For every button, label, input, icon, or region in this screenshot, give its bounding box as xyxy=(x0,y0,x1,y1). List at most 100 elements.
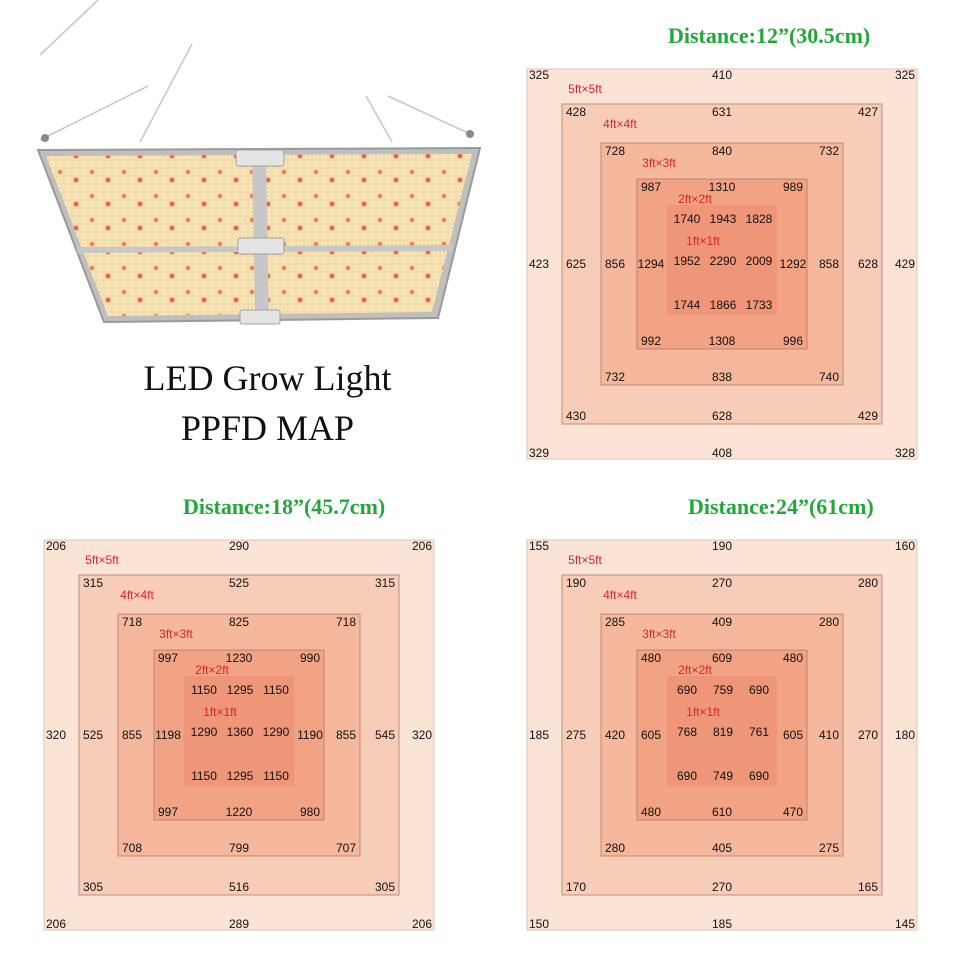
ppfd-value: 990 xyxy=(300,651,320,665)
ppfd-value: 840 xyxy=(712,144,732,158)
ppfd-value: 328 xyxy=(895,446,915,460)
ppfd-value: 525 xyxy=(229,576,249,590)
ppfd-value: 206 xyxy=(412,539,432,553)
ppfd-value: 525 xyxy=(83,728,103,742)
zone-label: 3ft×3ft xyxy=(159,627,193,641)
ppfd-value: 320 xyxy=(46,728,66,742)
ppfd-value: 708 xyxy=(122,841,142,855)
ppfd-value-core: 1943 xyxy=(710,212,737,226)
ppfd-value-core: 1952 xyxy=(674,254,701,268)
zone-label: 2ft×2ft xyxy=(678,192,712,206)
ppfd-value: 718 xyxy=(336,615,356,629)
zone-label: 1ft×1ft xyxy=(686,705,720,719)
zone-label: 4ft×4ft xyxy=(120,588,154,602)
ppfd-value: 997 xyxy=(158,651,178,665)
ppfd-value: 1220 xyxy=(226,805,253,819)
zone-label: 5ft×5ft xyxy=(568,82,602,96)
ppfd-value: 992 xyxy=(641,334,661,348)
ppfd-value: 855 xyxy=(336,728,356,742)
ppfd-value: 180 xyxy=(895,728,915,742)
ppfd-value: 160 xyxy=(895,539,915,553)
ppfd-value: 190 xyxy=(712,539,732,553)
ppfd-value-core: 749 xyxy=(713,769,733,783)
ppfd-value: 315 xyxy=(375,576,395,590)
ppfd-value: 996 xyxy=(783,334,803,348)
ppfd-value: 145 xyxy=(895,917,915,931)
ppfd-value-core: 1290 xyxy=(191,725,218,739)
ppfd-value-core: 1290 xyxy=(263,725,290,739)
ppfd-value: 980 xyxy=(300,805,320,819)
ppfd-value: 609 xyxy=(712,651,732,665)
zone-label: 1ft×1ft xyxy=(203,705,237,719)
main-title-line2: PPFD MAP xyxy=(180,408,355,448)
ppfd-value: 305 xyxy=(375,880,395,894)
ppfd-value-core: 690 xyxy=(677,769,697,783)
zone-label: 4ft×4ft xyxy=(603,588,637,602)
ppfd-value: 427 xyxy=(858,105,878,119)
main-title-line1: LED Grow Light xyxy=(143,358,392,398)
ppfd-value-core: 1866 xyxy=(710,298,737,312)
ppfd-value: 625 xyxy=(566,257,586,271)
ppfd-value: 1230 xyxy=(226,651,253,665)
ppfd-value: 206 xyxy=(46,917,66,931)
ppfd-value-core: 2290 xyxy=(710,254,737,268)
zone-label: 1ft×1ft xyxy=(686,234,720,248)
zone-label: 4ft×4ft xyxy=(603,117,637,131)
ppfd-value: 410 xyxy=(819,728,839,742)
ppfd-value-core: 1295 xyxy=(227,683,254,697)
ppfd-value: 429 xyxy=(895,257,915,271)
ppfd-value: 280 xyxy=(858,576,878,590)
ppfd-value: 1294 xyxy=(638,257,665,271)
ppfd-value: 325 xyxy=(529,68,549,82)
ppfd-value: 270 xyxy=(712,576,732,590)
ppfd-value-core: 690 xyxy=(677,683,697,697)
ppfd-value: 855 xyxy=(122,728,142,742)
ppfd-value: 320 xyxy=(412,728,432,742)
zone-label: 2ft×2ft xyxy=(195,663,229,677)
ppfd-value: 631 xyxy=(712,105,732,119)
ppfd-value: 718 xyxy=(122,615,142,629)
ppfd-value-core: 1828 xyxy=(746,212,773,226)
ppfd-value: 325 xyxy=(895,68,915,82)
hanging-cables xyxy=(39,0,471,143)
ppfd-value-core: 1733 xyxy=(746,298,773,312)
ppfd-value-core: 1150 xyxy=(263,683,289,697)
ppfd-value-core: 1744 xyxy=(674,298,701,312)
ppfd-value: 329 xyxy=(529,446,549,460)
zone-rect-1ft xyxy=(667,205,777,315)
ppfd-value: 285 xyxy=(605,615,625,629)
ppfd-value: 799 xyxy=(229,841,249,855)
ppfd-value: 275 xyxy=(819,841,839,855)
ppfd-value: 185 xyxy=(712,917,732,931)
ppfd-value: 405 xyxy=(712,841,732,855)
ppfd-value: 190 xyxy=(566,576,586,590)
ppfd-value: 628 xyxy=(712,409,732,423)
chart-title-18in: Distance:18”(45.7cm) xyxy=(183,494,386,519)
ppfd-value: 480 xyxy=(641,805,661,819)
ppfd-value: 856 xyxy=(605,257,625,271)
ppfd-value: 628 xyxy=(858,257,878,271)
ppfd-value: 707 xyxy=(336,841,356,855)
ppfd-value: 989 xyxy=(783,180,803,194)
ppfd-value: 858 xyxy=(819,257,839,271)
ppfd-value: 997 xyxy=(158,805,178,819)
ppfd-value: 409 xyxy=(712,615,732,629)
ppfd-value: 987 xyxy=(641,180,661,194)
ppfd-value: 825 xyxy=(229,615,249,629)
ppfd-value: 605 xyxy=(641,728,661,742)
ppfd-map-18in: 206 290 206 320 320 206 289 206 5ft×5ft 315 525 315… xyxy=(43,539,435,931)
ppfd-value: 150 xyxy=(529,917,549,931)
zone-label: 3ft×3ft xyxy=(642,627,676,641)
ppfd-value-core: 1150 xyxy=(191,683,217,697)
ppfd-value-core: 1150 xyxy=(263,769,289,783)
ppfd-value: 1310 xyxy=(709,180,736,194)
ppfd-value: 170 xyxy=(566,880,586,894)
ppfd-value: 280 xyxy=(605,841,625,855)
zone-label: 5ft×5ft xyxy=(568,553,602,567)
ppfd-value-core: 761 xyxy=(749,725,769,739)
ppfd-value-core: 768 xyxy=(677,725,697,739)
ppfd-value: 740 xyxy=(819,370,839,384)
zone-label: 5ft×5ft xyxy=(85,553,119,567)
chart-title-12in: Distance:12”(30.5cm) xyxy=(668,23,871,48)
ppfd-value-core: 1150 xyxy=(191,769,217,783)
